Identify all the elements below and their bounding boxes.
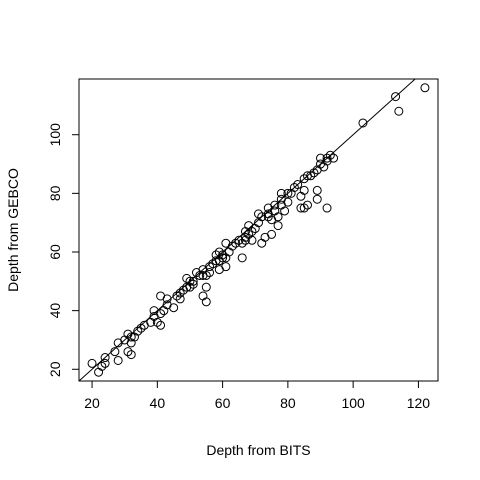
data-point (100, 358, 110, 368)
data-point (322, 153, 332, 163)
data-point (185, 276, 195, 286)
data-point (218, 253, 228, 263)
x-tick-label: 80 (280, 395, 296, 411)
data-point (391, 92, 401, 102)
y-tick-label: 100 (47, 123, 63, 147)
data-point (133, 326, 143, 336)
data-point (227, 241, 237, 251)
y-tick-label: 60 (47, 244, 63, 260)
data-point (263, 212, 273, 222)
data-point (420, 83, 430, 93)
data-point (221, 262, 231, 272)
data-point (329, 153, 339, 163)
reference-line-group (78, 78, 416, 382)
data-point (273, 221, 283, 231)
data-point (247, 226, 257, 236)
data-point (172, 291, 182, 301)
data-point (156, 320, 166, 330)
data-point (123, 347, 133, 357)
data-point (201, 270, 211, 280)
data-point (126, 332, 136, 342)
data-point (358, 118, 368, 128)
data-point (312, 194, 322, 204)
data-point (201, 282, 211, 292)
data-point (231, 238, 241, 248)
data-point (293, 180, 303, 190)
y-axis-label: Depth from GEBCO (5, 168, 21, 292)
data-point (299, 185, 309, 195)
data-point (289, 182, 299, 192)
data-point (325, 150, 335, 160)
x-tick-label: 60 (215, 395, 231, 411)
data-point (273, 212, 283, 222)
data-point (237, 253, 247, 263)
data-point (205, 268, 215, 278)
data-point (247, 235, 257, 245)
data-point (188, 276, 198, 286)
data-point (309, 168, 319, 178)
data-point (162, 294, 172, 304)
reference-line (78, 78, 416, 382)
data-point (97, 361, 107, 371)
data-point (156, 309, 166, 319)
x-tick-label: 20 (84, 395, 100, 411)
data-point (152, 317, 162, 327)
data-point (87, 358, 97, 368)
data-point (394, 106, 404, 116)
data-point (126, 350, 136, 360)
data-point (322, 203, 332, 213)
y-axis: 20 40 60 80 100 (47, 123, 80, 377)
x-tick-label: 100 (341, 395, 365, 411)
data-point (280, 206, 290, 216)
data-point (283, 188, 293, 198)
data-point (113, 355, 123, 365)
data-point (110, 347, 120, 357)
points-group (87, 83, 430, 377)
y-tick-label: 80 (47, 185, 63, 201)
data-point (299, 203, 309, 213)
data-point (267, 229, 277, 239)
x-tick-label: 120 (407, 395, 431, 411)
x-axis: 20 40 60 80 100 120 (84, 380, 431, 411)
x-tick-label: 40 (150, 395, 166, 411)
data-point (306, 171, 316, 181)
data-point (175, 288, 185, 298)
data-point (205, 262, 215, 272)
data-point (175, 294, 185, 304)
data-point (283, 197, 293, 207)
data-point (188, 279, 198, 289)
data-point (169, 303, 179, 313)
data-point (100, 353, 110, 363)
data-point (276, 188, 286, 198)
data-point (136, 323, 146, 333)
data-point (270, 200, 280, 210)
data-point (312, 185, 322, 195)
data-point (302, 200, 312, 210)
y-tick-label: 40 (47, 303, 63, 319)
x-axis-label: Depth from BITS (206, 442, 310, 458)
y-tick-label: 20 (47, 361, 63, 377)
data-point (254, 209, 263, 219)
data-point (201, 297, 211, 307)
